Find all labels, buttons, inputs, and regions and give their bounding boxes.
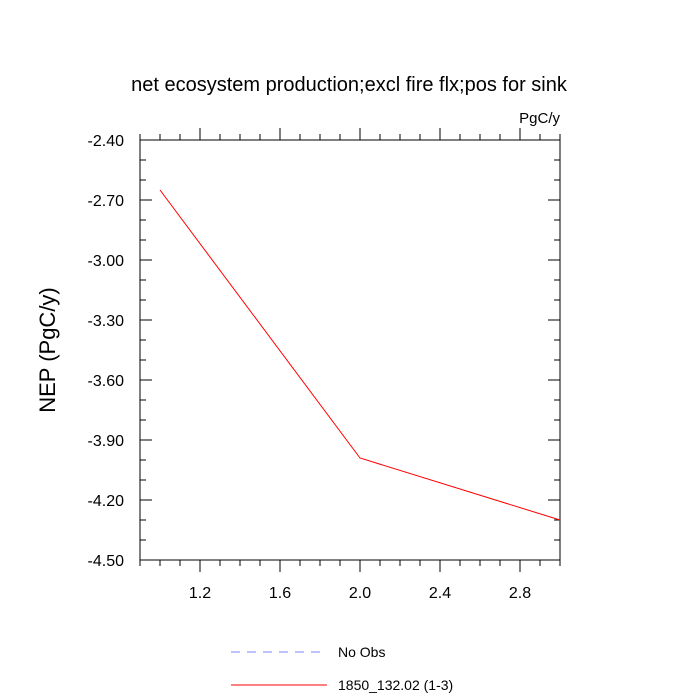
y-tick-label: -2.70	[88, 193, 125, 210]
units-label: PgC/y	[519, 110, 560, 127]
y-tick-label: -3.00	[88, 253, 125, 270]
y-tick-label: -4.20	[88, 493, 125, 510]
y-tick-label: -3.30	[88, 313, 125, 330]
chart-title: net ecosystem production;excl fire flx;p…	[131, 74, 568, 96]
x-tick-label: 2.4	[429, 585, 451, 602]
x-tick-label: 1.2	[189, 585, 211, 602]
y-tick-label: -3.90	[88, 433, 125, 450]
y-tick-label: -2.40	[88, 133, 125, 150]
plot-frame	[139, 139, 561, 561]
x-tick-label: 2.0	[349, 585, 371, 602]
y-tick-label: -3.60	[88, 373, 125, 390]
y-tick-label: -4.50	[88, 553, 125, 570]
y-axis-label: NEP (PgC/y)	[35, 287, 60, 413]
series-line-0	[159, 189, 561, 521]
legend-label: No Obs	[338, 644, 385, 660]
legend-label: 1850_132.02 (1-3)	[338, 677, 453, 693]
x-tick-label: 1.6	[269, 585, 291, 602]
x-tick-label: 2.8	[509, 585, 531, 602]
